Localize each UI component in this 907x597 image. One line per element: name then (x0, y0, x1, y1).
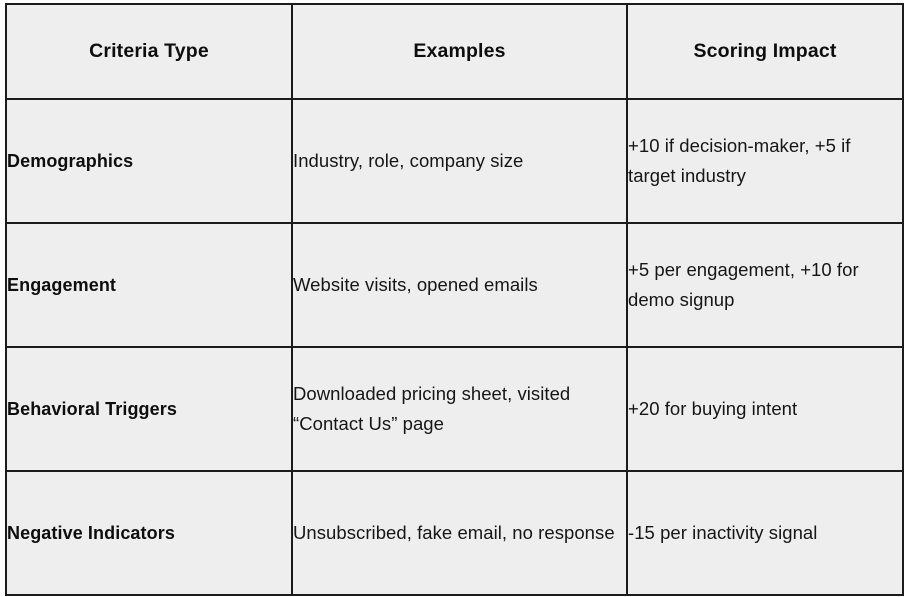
column-header-label: Criteria Type (89, 40, 209, 63)
table-row: Engagement Website visits, opened emails… (5, 222, 904, 348)
table-row: Demographics Industry, role, company siz… (5, 98, 904, 224)
column-header-label: Examples (413, 40, 506, 63)
cell-examples: Unsubscribed, fake email, no response (291, 470, 628, 596)
column-header-scoring-impact: Scoring Impact (626, 3, 904, 100)
cell-text: Website visits, opened emails (293, 274, 538, 296)
cell-text: +20 for buying intent (628, 398, 798, 420)
table-row: Behavioral Triggers Downloaded pricing s… (5, 346, 904, 472)
cell-text: Behavioral Triggers (7, 398, 177, 419)
cell-criteria-type: Demographics (5, 98, 293, 224)
cell-scoring-impact: +10 if decision-maker, +5 if target indu… (626, 98, 904, 224)
cell-examples: Industry, role, company size (291, 98, 628, 224)
cell-criteria-type: Behavioral Triggers (5, 346, 293, 472)
cell-text: Demographics (7, 150, 134, 171)
column-header-examples: Examples (291, 3, 628, 100)
criteria-table-container: Criteria Type Examples Scoring Impact De… (5, 3, 904, 596)
cell-text: -15 per inactivity signal (628, 522, 818, 544)
cell-scoring-impact: -15 per inactivity signal (626, 470, 904, 596)
cell-text: Downloaded pricing sheet, visited “Conta… (293, 383, 571, 434)
criteria-table: Criteria Type Examples Scoring Impact De… (5, 3, 904, 596)
cell-criteria-type: Negative Indicators (5, 470, 293, 596)
cell-criteria-type: Engagement (5, 222, 293, 348)
column-header-label: Scoring Impact (693, 40, 837, 63)
table-header: Criteria Type Examples Scoring Impact (5, 3, 904, 100)
cell-text: Unsubscribed, fake email, no response (293, 522, 615, 544)
cell-text: +10 if decision-maker, +5 if target indu… (628, 135, 851, 186)
cell-scoring-impact: +20 for buying intent (626, 346, 904, 472)
table-row: Negative Indicators Unsubscribed, fake e… (5, 470, 904, 596)
cell-text: +5 per engagement, +10 for demo signup (628, 259, 859, 310)
cell-examples: Website visits, opened emails (291, 222, 628, 348)
column-header-criteria-type: Criteria Type (5, 3, 293, 100)
cell-examples: Downloaded pricing sheet, visited “Conta… (291, 346, 628, 472)
table-header-row: Criteria Type Examples Scoring Impact (5, 3, 904, 100)
cell-scoring-impact: +5 per engagement, +10 for demo signup (626, 222, 904, 348)
cell-text: Negative Indicators (7, 522, 175, 543)
cell-text: Industry, role, company size (293, 150, 524, 172)
table-body: Demographics Industry, role, company siz… (5, 98, 904, 596)
cell-text: Engagement (7, 274, 117, 295)
